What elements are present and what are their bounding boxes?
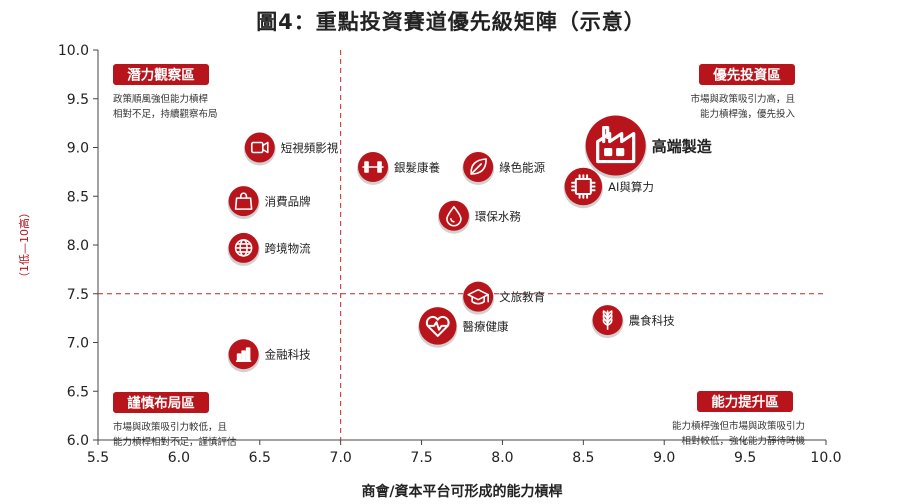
y-axis-label: （1低—10高） bbox=[17, 207, 31, 283]
point-label: 綠色能源 bbox=[499, 161, 545, 175]
data-point: 跨境物流 bbox=[227, 232, 311, 266]
point-label: 消費品牌 bbox=[265, 195, 311, 209]
x-tick-label: 9.0 bbox=[653, 450, 675, 466]
point-label: 文旅教育 bbox=[499, 290, 545, 304]
quadrant-desc-bottom-left: 能力槓桿相對不足，謹慎評估 bbox=[113, 436, 237, 448]
y-tick-label: 8.5 bbox=[67, 189, 89, 205]
quadrant-desc-top-right: 能力槓桿強，優先投入 bbox=[700, 108, 796, 120]
plot-area: 5.5 6.0 6.5 7.0 7.5 8.0 8.5 9.0 9.5 10.06.06.57.0… bbox=[17, 43, 842, 500]
point-marker bbox=[564, 167, 603, 206]
leaf-icon bbox=[470, 158, 487, 175]
chart-title: 圖4：重點投資賽道優先級矩陣（示意） bbox=[256, 10, 646, 34]
data-point: 環保水務 bbox=[437, 200, 521, 234]
video-camera-icon bbox=[250, 141, 269, 154]
y-tick-label: 6.5 bbox=[67, 384, 89, 400]
point-marker bbox=[438, 200, 469, 231]
globe-icon bbox=[234, 239, 253, 257]
quadrant-desc-bottom-right: 相對較低，強化能力靜待時機 bbox=[681, 435, 805, 447]
wheat-icon bbox=[602, 310, 613, 330]
x-tick-label: 5.5 bbox=[87, 450, 109, 466]
point-label: 金融科技 bbox=[265, 348, 311, 362]
x-axis-label: 商會/資本平台可形成的能力槓桿 bbox=[361, 483, 562, 500]
quadrant-label-bottom-right: 能力提升區 bbox=[711, 394, 779, 411]
heart-pulse-icon bbox=[425, 315, 450, 337]
point-label: 醫療健康 bbox=[462, 319, 508, 333]
data-point: 金融科技 bbox=[227, 339, 311, 373]
shopping-bag-icon bbox=[234, 192, 253, 210]
data-point: 高端製造 bbox=[584, 115, 712, 179]
point-marker bbox=[244, 132, 275, 163]
quadrant-badge-top-left bbox=[113, 64, 209, 85]
data-point: 消費品牌 bbox=[227, 186, 311, 220]
y-tick-label: 9.0 bbox=[67, 141, 89, 157]
point-marker bbox=[228, 186, 259, 217]
data-point: AI與算力 bbox=[563, 167, 654, 209]
y-tick-label: 6.0 bbox=[67, 433, 89, 449]
data-point: 醫療健康 bbox=[417, 307, 509, 348]
x-tick-label: 7.0 bbox=[330, 450, 352, 466]
data-point: 短視頻影視 bbox=[243, 132, 339, 166]
data-point: 綠色能源 bbox=[462, 152, 546, 185]
point-label: 跨境物流 bbox=[265, 241, 311, 255]
point-label: 短視頻影視 bbox=[281, 141, 339, 155]
y-tick-label: 10.0 bbox=[58, 43, 89, 59]
quadrant-desc-top-left: 相對不足，持續觀察布局 bbox=[113, 108, 218, 120]
point-label: 農食科技 bbox=[629, 314, 675, 328]
data-point: 銀髮康養 bbox=[357, 152, 441, 185]
x-tick-label: 7.5 bbox=[410, 450, 432, 466]
point-label: 銀髮康養 bbox=[394, 161, 440, 175]
point-marker bbox=[463, 281, 494, 312]
x-tick-label: 8.0 bbox=[491, 450, 513, 466]
quadrant-badge-bottom-right bbox=[697, 391, 793, 412]
bar-chart-icon bbox=[235, 347, 252, 363]
quadrant-label-top-right: 優先投資區 bbox=[712, 67, 781, 84]
x-tick-label: 8.5 bbox=[572, 450, 594, 466]
dumbbell-icon bbox=[362, 161, 384, 173]
point-marker bbox=[585, 115, 646, 176]
quadrant-desc-bottom-right: 能力槓桿強但市場與政策吸引力 bbox=[672, 420, 805, 432]
factory-icon bbox=[596, 125, 636, 164]
y-tick-label: 7.0 bbox=[67, 336, 89, 352]
y-tick-label: 7.5 bbox=[67, 287, 89, 303]
x-tick-label: 6.5 bbox=[249, 450, 271, 466]
y-tick-label: 8.0 bbox=[67, 238, 89, 254]
quadrant-label-bottom-left: 謹慎布局區 bbox=[127, 395, 195, 412]
quadrant-badge-top-right bbox=[699, 64, 795, 85]
water-drop-icon bbox=[446, 205, 462, 227]
quadrant-desc-top-right: 市場與政策吸引力高，且 bbox=[690, 93, 795, 105]
quadrant-badge-bottom-left bbox=[113, 392, 209, 413]
x-tick-label: 10.0 bbox=[810, 450, 841, 466]
x-tick-label: 6.0 bbox=[168, 450, 190, 466]
point-label: 高端製造 bbox=[652, 138, 712, 156]
point-label: AI與算力 bbox=[608, 180, 654, 194]
quadrant-label-top-left: 潛力觀察區 bbox=[127, 67, 195, 84]
data-point: 農食科技 bbox=[591, 305, 675, 339]
graduation-cap-icon bbox=[467, 288, 489, 305]
quadrant-desc-top-left: 政策順風強但能力槓桿 bbox=[113, 93, 209, 105]
point-label: 環保水務 bbox=[475, 209, 521, 223]
x-tick-label: 9.5 bbox=[734, 450, 756, 466]
data-point: 文旅教育 bbox=[462, 281, 545, 315]
chip-icon bbox=[571, 174, 596, 199]
y-tick-label: 9.5 bbox=[67, 92, 89, 108]
quadrant-desc-bottom-left: 市場與政策吸引力較低，且 bbox=[113, 421, 227, 433]
